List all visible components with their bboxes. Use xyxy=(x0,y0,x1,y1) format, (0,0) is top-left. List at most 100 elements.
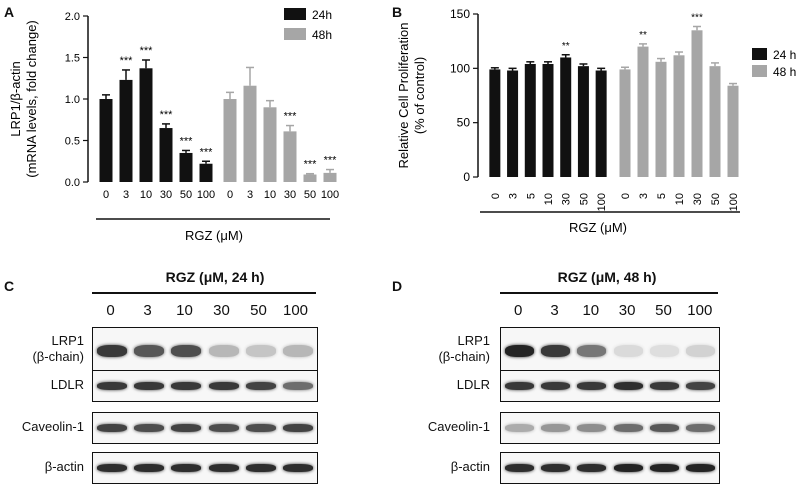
chart-b-x-tick-label: 30 xyxy=(561,193,573,205)
chart-b-x-tick-label: 100 xyxy=(596,193,608,211)
chart-b-bar xyxy=(595,70,607,177)
chart-a-x-tick-label: 100 xyxy=(321,189,339,201)
chart-a-x-tick-label: 0 xyxy=(103,189,109,201)
blot-d-header: RGZ (μM, 48 h) xyxy=(557,269,657,285)
chart-a-y-label-line1: LRP1/β-actin xyxy=(8,61,23,136)
chart-b-significance-mark: ** xyxy=(639,30,647,41)
chart-a-legend-swatch xyxy=(284,8,306,20)
blot-band xyxy=(246,345,276,357)
blot-lane-label: 50 xyxy=(250,302,267,319)
chart-a-significance-mark: *** xyxy=(160,109,174,121)
chart-a-bar xyxy=(119,79,133,182)
blot-band xyxy=(686,345,716,357)
blot-band xyxy=(540,345,571,357)
chart-b-bar xyxy=(542,63,554,178)
blot-band xyxy=(246,464,276,472)
blot-lane-label: 10 xyxy=(582,302,600,319)
chart-b-bar xyxy=(524,63,536,178)
chart-a-bar xyxy=(243,85,257,182)
blot-band xyxy=(649,382,680,390)
blot-row-label-line1: Caveolin-1 xyxy=(21,419,84,434)
blot-strip xyxy=(92,370,318,402)
chart-a-y-tick-label: 0.5 xyxy=(65,136,80,148)
chart-a-bar xyxy=(263,107,277,182)
blot-strip xyxy=(92,327,318,375)
chart-b-x-tick-label: 50 xyxy=(578,193,590,205)
blot-band xyxy=(246,424,276,432)
chart-a-x-tick-label: 50 xyxy=(180,189,192,201)
chart-b-legend-swatch xyxy=(752,65,767,77)
chart-a-bar xyxy=(323,172,337,182)
blot-band xyxy=(577,345,607,357)
blot-band xyxy=(208,464,239,472)
blot-strip xyxy=(500,412,720,444)
blot-band xyxy=(171,424,202,432)
blot-band xyxy=(171,345,202,357)
chart-b-y-label-line2: (% of control) xyxy=(412,57,427,134)
blot-row-label-line2: (β-chain) xyxy=(438,349,490,364)
chart-b-bar xyxy=(560,57,572,177)
panel-letter-a: A xyxy=(4,4,15,20)
blot-band xyxy=(504,345,534,357)
blot-band xyxy=(134,382,164,390)
blot-row-label-line1: β-actin xyxy=(44,459,84,474)
chart-b-x-tick-label: 0 xyxy=(620,193,632,199)
chart-b-x-tick-label: 0 xyxy=(490,193,502,199)
blot-lane-label: 3 xyxy=(550,302,559,319)
chart-b-bar xyxy=(577,66,589,177)
chart-b-significance-mark: *** xyxy=(691,12,703,23)
blot-row-label: LDLR xyxy=(400,377,490,393)
blot-band xyxy=(686,464,716,472)
blot-band xyxy=(134,345,164,357)
blot-lane-label: 30 xyxy=(618,302,636,319)
blot-d-lane-labels: 0 3 10 30 50 100 xyxy=(500,302,718,319)
blot-band xyxy=(649,345,680,357)
chart-b-bar xyxy=(619,69,631,177)
blot-strip xyxy=(92,412,318,444)
chart-a-x-tick-label: 3 xyxy=(247,189,253,201)
chart-a-bar xyxy=(223,99,237,182)
blot-band xyxy=(283,345,314,357)
blot-lane-label: 100 xyxy=(687,302,713,319)
blot-band xyxy=(577,424,607,432)
blot-band xyxy=(134,424,164,432)
blot-band xyxy=(246,382,276,390)
chart-b-bar xyxy=(507,70,519,177)
blot-lane-label: 0 xyxy=(513,302,523,319)
blot-band xyxy=(613,382,643,390)
chart-b-x-tick-label: 100 xyxy=(728,193,740,211)
chart-a-bar xyxy=(159,128,173,182)
blot-band xyxy=(686,424,716,432)
blot-band xyxy=(613,424,643,432)
blot-band xyxy=(686,382,716,390)
panel-letter-b: B xyxy=(392,4,403,20)
blot-row-label: β-actin xyxy=(400,459,490,475)
chart-b-y-tick-label: 50 xyxy=(457,116,471,130)
blot-band xyxy=(577,464,607,472)
chart-a-x-tick-label: 30 xyxy=(284,189,296,201)
chart-a-x-tick-label: 0 xyxy=(227,189,233,201)
chart-b-significance-mark: ** xyxy=(562,41,570,52)
chart-b-x-tick-label: 5 xyxy=(656,193,668,199)
blot-band xyxy=(504,424,534,432)
blot-lane-label: 10 xyxy=(176,302,193,319)
blot-row-label: Caveolin-1 xyxy=(0,419,84,435)
chart-a-x-tick-label: 100 xyxy=(197,189,215,201)
blot-row-label-line1: β-actin xyxy=(450,459,490,474)
blot-band xyxy=(171,464,202,472)
chart-b-bar xyxy=(489,69,501,177)
blot-band xyxy=(540,424,571,432)
blot-band xyxy=(96,464,127,472)
blot-band xyxy=(649,424,680,432)
blot-row-label: LDLR xyxy=(0,377,84,393)
blot-row-label-line1: LDLR xyxy=(50,377,84,392)
blot-row-label: β-actin xyxy=(0,459,84,475)
chart-a-bar xyxy=(139,68,153,182)
chart-a-bar xyxy=(283,131,297,182)
blot-band xyxy=(134,464,164,472)
chart-b-x-tick-label: 3 xyxy=(508,193,520,199)
blot-lane-label: 3 xyxy=(143,302,152,319)
chart-a-y-label-line2: (mRNA levels, fold change) xyxy=(24,20,39,178)
blot-row-label-line2: (β-chain) xyxy=(32,349,84,364)
blot-lane-label: 0 xyxy=(106,302,115,319)
